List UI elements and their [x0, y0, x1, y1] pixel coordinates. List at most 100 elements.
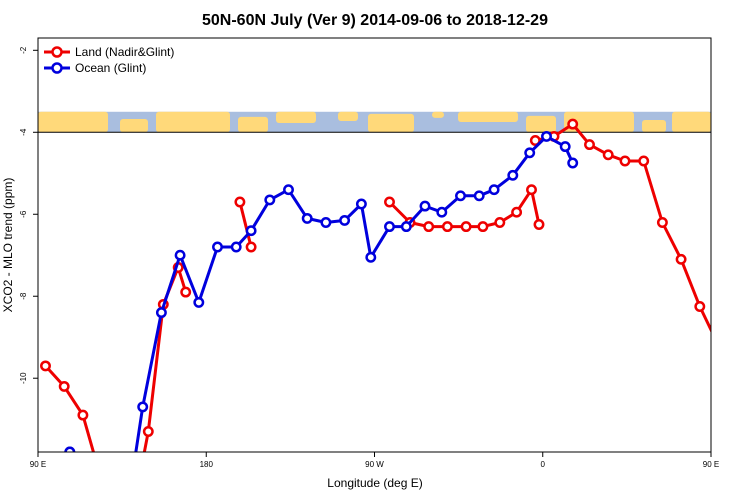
y-tick-label: -8 — [19, 292, 28, 300]
series-line-ocean — [134, 134, 575, 452]
data-point-land — [384, 196, 395, 208]
data-point-land — [234, 196, 246, 208]
series-line-land — [388, 188, 541, 229]
data-point-land — [477, 221, 489, 233]
legend-item-land: Land (Nadir&Glint) — [44, 45, 174, 59]
data-point-ocean — [541, 130, 552, 142]
x-axis-ticks: 90 E 180 90 W 0 90 E — [30, 452, 719, 469]
data-point-land — [77, 409, 89, 421]
data-point-ocean — [230, 241, 242, 253]
map-land — [238, 116, 268, 133]
data-point-land — [675, 253, 687, 265]
data-point-ocean — [355, 198, 367, 210]
x-axis-label: Longitude (deg E) — [327, 476, 422, 490]
data-point-ocean — [737, 448, 745, 456]
legend-marker-land — [51, 46, 63, 58]
data-point-land — [529, 135, 541, 146]
series-line-land — [534, 122, 711, 334]
data-point-land — [714, 341, 722, 349]
data-point-ocean — [419, 200, 431, 212]
map-land — [672, 111, 711, 133]
map-land — [526, 115, 556, 133]
data-point-ocean — [507, 169, 519, 181]
y-axis-label: XCO2 - MLO trend (ppm) — [1, 178, 15, 313]
data-point-land — [731, 362, 739, 370]
data-point-ocean — [174, 249, 186, 261]
data-point-land — [180, 286, 192, 298]
data-point-ocean — [283, 184, 294, 196]
series-line-land — [44, 364, 95, 452]
map-land — [38, 111, 108, 133]
data-point-ocean — [264, 194, 276, 206]
y-tick-label: -4 — [19, 128, 28, 136]
x-tick-label: 0 — [541, 460, 546, 469]
data-point-ocean — [488, 184, 500, 196]
x-tick-label: 180 — [200, 460, 214, 469]
data-point-ocean — [339, 214, 351, 226]
data-point-land — [584, 139, 595, 151]
data-point-ocean — [737, 448, 745, 456]
x-tick-label: 90 E — [30, 460, 46, 469]
map-land — [156, 111, 230, 133]
y-tick-label: -2 — [19, 46, 28, 54]
y-axis-ticks: -2 -4 -6 -8 -10 — [19, 46, 38, 384]
data-point-land — [40, 360, 51, 372]
legend-label-ocean: Ocean (Glint) — [75, 61, 146, 75]
data-point-land — [423, 221, 435, 233]
map-land — [276, 111, 316, 124]
series-land — [40, 118, 739, 452]
data-point-ocean — [212, 241, 223, 253]
map-land — [564, 111, 634, 133]
legend: Land (Nadir&Glint) Ocean (Glint) — [44, 45, 174, 75]
series-line-land — [238, 201, 253, 248]
data-point-land — [694, 301, 706, 312]
data-point-ocean — [559, 141, 571, 153]
data-point-land — [656, 217, 668, 228]
map-land — [120, 118, 148, 133]
y-tick-label: -6 — [19, 210, 28, 218]
data-point-land — [526, 184, 537, 196]
data-point-land — [460, 221, 472, 233]
data-point-ocean — [155, 307, 167, 319]
data-point-ocean — [400, 221, 412, 233]
y-tick-label: -10 — [19, 372, 28, 384]
data-point-land — [58, 380, 70, 392]
series-ocean — [64, 130, 745, 456]
data-point-land — [567, 118, 579, 130]
data-point-land — [602, 149, 614, 161]
data-point-land — [494, 217, 506, 228]
data-point-land — [441, 221, 453, 233]
map-land — [368, 113, 414, 133]
data-point-ocean — [193, 296, 205, 308]
data-point-ocean — [455, 190, 466, 202]
plot-frame — [37, 37, 712, 453]
data-point-ocean — [320, 217, 332, 228]
map-land — [432, 111, 444, 118]
data-point-land — [142, 426, 154, 437]
legend-item-ocean: Ocean (Glint) — [44, 61, 146, 75]
data-point-land — [533, 219, 545, 230]
data-point-land — [619, 155, 631, 167]
data-point-ocean — [567, 157, 579, 169]
legend-marker-ocean — [51, 62, 63, 74]
data-point-ocean — [436, 206, 448, 218]
data-point-ocean — [245, 225, 257, 237]
data-point-ocean — [301, 212, 313, 224]
map-land — [458, 111, 518, 123]
data-point-land — [511, 206, 523, 218]
chart-title: 50N-60N July (Ver 9) 2014-09-06 to 2018-… — [202, 12, 548, 29]
legend-label-land: Land (Nadir&Glint) — [75, 45, 174, 59]
data-point-land — [638, 155, 650, 167]
data-point-land — [245, 241, 257, 253]
x-tick-label: 90 E — [703, 460, 719, 469]
data-point-ocean — [137, 401, 149, 413]
map-land — [338, 111, 358, 122]
map-land — [642, 119, 666, 133]
series-layer — [40, 118, 745, 456]
world-map-strip — [38, 111, 711, 133]
data-point-ocean — [473, 190, 485, 202]
x-tick-label: 90 W — [365, 460, 384, 469]
data-point-ocean — [384, 221, 395, 233]
data-point-ocean — [365, 251, 377, 263]
